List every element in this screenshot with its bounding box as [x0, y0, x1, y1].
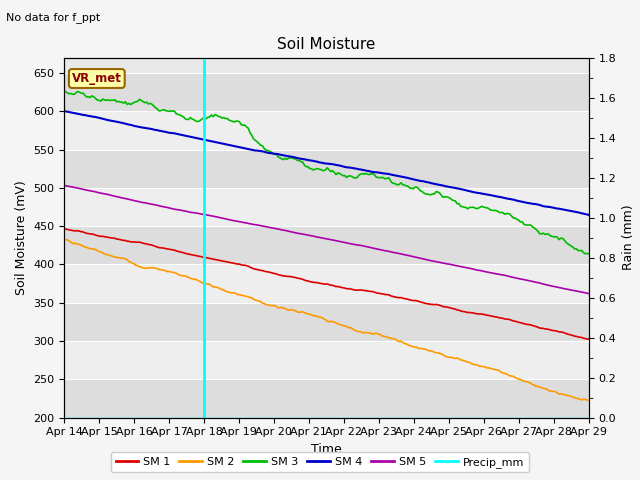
Bar [64, 188, 589, 226]
X-axis label: Time: Time [311, 443, 342, 456]
Bar [64, 111, 589, 149]
Bar [64, 149, 589, 188]
Bar [64, 264, 589, 303]
Text: VR_met: VR_met [72, 72, 122, 85]
Title: Soil Moisture: Soil Moisture [277, 37, 376, 52]
Y-axis label: Rain (mm): Rain (mm) [622, 205, 635, 270]
Bar [64, 379, 589, 418]
Y-axis label: Soil Moisture (mV): Soil Moisture (mV) [15, 180, 28, 295]
Legend: SM 1, SM 2, SM 3, SM 4, SM 5, Precip_mm: SM 1, SM 2, SM 3, SM 4, SM 5, Precip_mm [111, 452, 529, 472]
Bar [64, 303, 589, 341]
Bar [64, 226, 589, 264]
Bar [64, 341, 589, 379]
Text: No data for f_ppt: No data for f_ppt [6, 12, 100, 23]
Bar [64, 73, 589, 111]
